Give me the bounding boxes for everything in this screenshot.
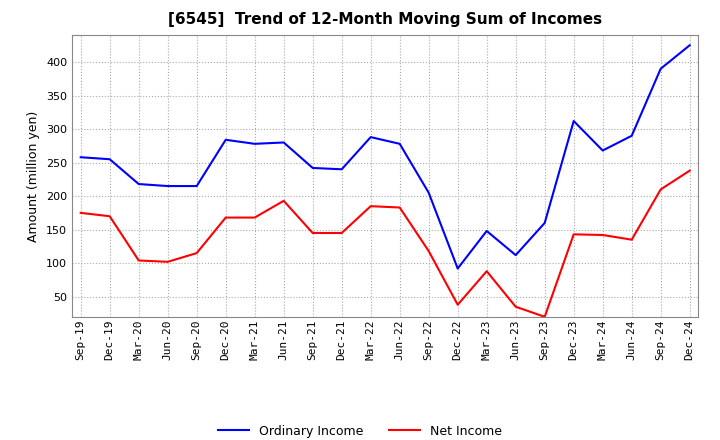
Net Income bbox=[221, 215, 230, 220]
Net Income bbox=[105, 213, 114, 219]
Net Income bbox=[251, 215, 259, 220]
Ordinary Income bbox=[338, 167, 346, 172]
Net Income bbox=[279, 198, 288, 203]
Ordinary Income bbox=[366, 135, 375, 140]
Ordinary Income bbox=[135, 181, 143, 187]
Line: Net Income: Net Income bbox=[81, 171, 690, 317]
Ordinary Income bbox=[76, 154, 85, 160]
Legend: Ordinary Income, Net Income: Ordinary Income, Net Income bbox=[213, 420, 507, 440]
Net Income bbox=[598, 232, 607, 238]
Ordinary Income bbox=[627, 133, 636, 139]
Ordinary Income bbox=[598, 148, 607, 153]
Ordinary Income bbox=[570, 118, 578, 124]
Net Income bbox=[570, 232, 578, 237]
Net Income bbox=[338, 231, 346, 236]
Net Income bbox=[541, 314, 549, 319]
Net Income bbox=[395, 205, 404, 210]
Ordinary Income bbox=[192, 183, 201, 189]
Net Income bbox=[192, 250, 201, 256]
Net Income bbox=[163, 259, 172, 264]
Net Income bbox=[657, 187, 665, 192]
Ordinary Income bbox=[424, 190, 433, 195]
Ordinary Income bbox=[308, 165, 317, 171]
Net Income bbox=[685, 168, 694, 173]
Ordinary Income bbox=[454, 266, 462, 271]
Ordinary Income bbox=[105, 157, 114, 162]
Ordinary Income bbox=[221, 137, 230, 143]
Ordinary Income bbox=[541, 220, 549, 226]
Ordinary Income bbox=[163, 183, 172, 189]
Ordinary Income bbox=[511, 253, 520, 258]
Ordinary Income bbox=[482, 228, 491, 234]
Ordinary Income bbox=[685, 43, 694, 48]
Net Income bbox=[424, 249, 433, 254]
Line: Ordinary Income: Ordinary Income bbox=[81, 45, 690, 268]
Net Income bbox=[76, 210, 85, 216]
Net Income bbox=[366, 204, 375, 209]
Ordinary Income bbox=[395, 141, 404, 147]
Net Income bbox=[511, 304, 520, 309]
Net Income bbox=[135, 258, 143, 263]
Net Income bbox=[454, 302, 462, 308]
Ordinary Income bbox=[279, 140, 288, 145]
Net Income bbox=[482, 268, 491, 274]
Ordinary Income bbox=[251, 141, 259, 147]
Net Income bbox=[308, 231, 317, 236]
Title: [6545]  Trend of 12-Month Moving Sum of Incomes: [6545] Trend of 12-Month Moving Sum of I… bbox=[168, 12, 602, 27]
Net Income bbox=[627, 237, 636, 242]
Ordinary Income bbox=[657, 66, 665, 71]
Y-axis label: Amount (million yen): Amount (million yen) bbox=[27, 110, 40, 242]
